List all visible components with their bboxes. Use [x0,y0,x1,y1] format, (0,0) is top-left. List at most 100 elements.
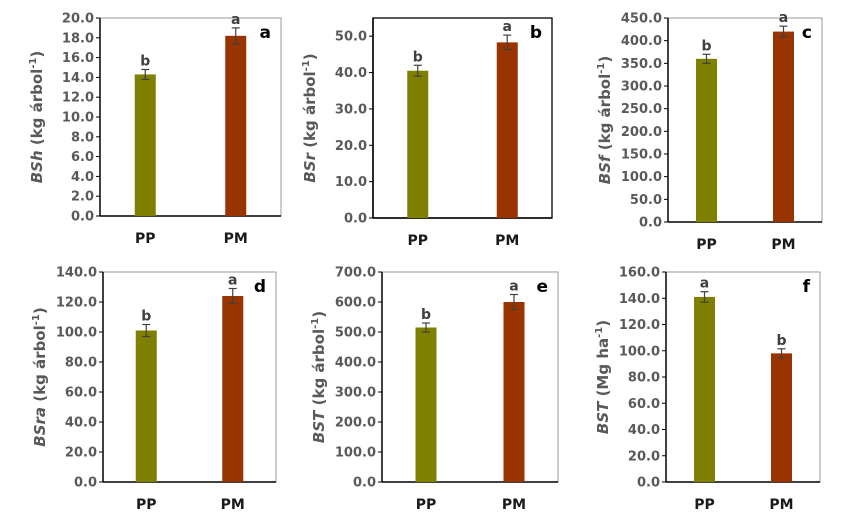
x-tick-label: PM [771,237,795,253]
panel-label: a [260,23,271,43]
y-tick-label: 0.0 [71,210,94,225]
significance-letter: a [509,279,518,295]
significance-letter: a [231,12,240,28]
bar-pp [407,70,429,219]
y-tick-label: 80.0 [65,356,97,371]
plot-border [667,17,823,223]
plot-border [99,17,282,217]
y-tick-label: 140.0 [56,266,97,281]
y-tick-label: 0.0 [353,476,376,491]
bar-pm [222,296,244,482]
y-tick-label: 200.0 [335,416,376,431]
y-tick-label: 2.0 [71,190,94,205]
y-tick-label: 400.0 [621,34,662,49]
significance-letter: b [141,309,151,325]
y-tick-label: 120.0 [56,296,97,311]
x-tick-label: PM [502,497,526,513]
bar-pm [503,302,525,482]
bar-pp [134,74,156,217]
y-tick-label: 450.0 [621,12,662,27]
y-tick-label: 100.0 [335,446,376,461]
y-tick-label: 18.0 [62,31,94,46]
bar-pm [225,35,247,216]
significance-letter: b [701,38,711,54]
significance-letter: a [503,19,512,35]
bar-pp [415,327,437,482]
bar-pm [771,353,792,482]
significance-letter: b [140,53,150,69]
x-tick-label: PP [407,233,428,249]
chart-panel-e: 0.0 100.0 200.0 300.0 400.0 500.0 600.0 700.0 b P… [310,266,559,513]
y-tick-label: 250.0 [621,102,662,117]
chart-panel-c: 0.0 50.0 100.0 150.0 200.0 250.0 300.0 350.0 400… [596,10,823,253]
chart-panel-d: 0.0 20.0 40.0 60.0 80.0 100.0 120.0 140.0 b PP a PM… [31,266,277,513]
y-tick-label: 100.0 [621,170,662,185]
plot-border [381,271,559,483]
y-tick-label: 40.0 [65,416,97,431]
bar-pp [696,58,717,222]
y-tick-label: 16.0 [62,51,94,66]
y-tick-label: 12.0 [62,91,94,106]
y-tick-label: 30.0 [335,102,367,117]
significance-letter: b [421,307,431,323]
x-tick-label: PP [696,237,717,253]
y-tick-label: 100.0 [56,326,97,341]
y-axis-label: BSr (kg árbol-1) [301,53,319,182]
bar-pm [773,31,794,222]
y-tick-label: 300.0 [335,386,376,401]
panel-label: f [803,277,811,297]
y-tick-label: 140.0 [619,292,660,307]
y-tick-label: 80.0 [628,371,660,386]
y-axis-label: BSf (kg árbol-1) [596,56,614,184]
y-tick-label: 600.0 [335,296,376,311]
y-tick-label: 20.0 [628,449,660,464]
plot-border [102,271,277,483]
panel-label: e [536,277,548,297]
y-tick-label: 20.0 [335,139,367,154]
x-tick-label: PM [769,497,793,513]
x-tick-label: PP [135,231,156,247]
x-tick-label: PM [224,231,248,247]
x-tick-label: PP [694,497,715,513]
y-tick-label: 10.0 [62,111,94,126]
y-tick-label: 60.0 [65,386,97,401]
y-tick-label: 20.0 [65,446,97,461]
y-tick-label: 50.0 [335,30,367,45]
significance-letter: a [228,273,237,289]
significance-letter: b [776,333,786,349]
y-tick-label: 40.0 [628,423,660,438]
y-tick-label: 6.0 [71,150,94,165]
y-tick-label: 150.0 [621,148,662,163]
bar-pm [496,42,518,219]
y-tick-label: 700.0 [335,266,376,281]
y-tick-label: 4.0 [71,170,94,185]
plot-frame [372,17,553,219]
panel-label: d [254,277,266,297]
y-tick-label: 0.0 [639,216,662,231]
x-tick-label: PP [416,497,437,513]
y-tick-label: 300.0 [621,80,662,95]
y-tick-label: 50.0 [630,193,662,208]
y-tick-label: 350.0 [621,57,662,72]
panel-label: b [530,23,542,43]
chart-panel-b: 0.0 10.0 20.0 30.0 40.0 50.0 b PP a PM b BSr (kg ár… [301,17,553,249]
y-tick-label: 200.0 [621,125,662,140]
x-tick-label: PP [136,497,157,513]
bar-pp [135,330,157,482]
y-tick-label: 160.0 [619,266,660,281]
y-tick-label: 120.0 [619,318,660,333]
significance-letter: a [779,10,788,26]
y-tick-label: 500.0 [335,326,376,341]
chart-panel-a: 0.0 2.0 4.0 6.0 8.0 10.0 12.0 14.0 16.0 18.0 20.0 b… [28,12,282,247]
significance-letter: b [413,49,423,65]
y-tick-label: 14.0 [62,71,94,86]
panel-label: c [802,23,812,43]
y-axis-label: BSh (kg árbol-1) [28,51,46,184]
y-tick-label: 20.0 [62,12,94,27]
significance-letter: a [700,276,709,292]
y-axis-label: BSra (kg árbol-1) [31,307,49,446]
x-tick-label: PM [221,497,245,513]
y-tick-label: 0.0 [344,212,367,227]
x-tick-label: PM [495,233,519,249]
